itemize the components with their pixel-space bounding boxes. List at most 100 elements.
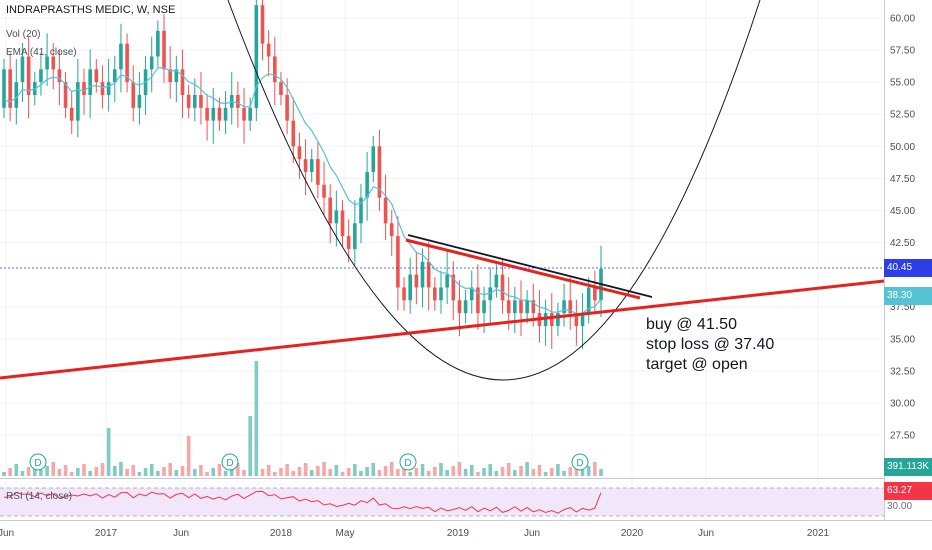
candle-body (94, 69, 99, 83)
dividend-label: D (226, 458, 233, 469)
candle-body (186, 94, 191, 108)
candle-body (574, 313, 579, 326)
volume-bar (217, 464, 222, 476)
volume-bar (500, 467, 505, 476)
candle-body (353, 223, 357, 249)
candle-body (414, 274, 419, 288)
ema-legend: EMA (41, close) (6, 47, 77, 58)
candle-body (39, 69, 43, 83)
candle-body (45, 56, 49, 70)
volume-bar (543, 472, 548, 476)
volume-bar (143, 468, 148, 476)
candle-body (303, 159, 308, 172)
price-tick-label: 55.00 (890, 78, 915, 89)
price-axis-labels: 60.00 57.50 55.00 52.50 50.00 47.50 45.00 42.50… (890, 14, 915, 442)
volume-bar (482, 468, 486, 476)
volume-bar (88, 471, 92, 476)
candle-body (131, 82, 136, 108)
candle-body (285, 94, 289, 121)
volume-bar (51, 462, 56, 476)
volume-bar (377, 470, 382, 476)
volume-bar (537, 465, 542, 476)
time-tick-label: 2019 (447, 528, 470, 539)
volume-bar (451, 466, 456, 476)
candle-body (365, 171, 369, 198)
candle-body (273, 56, 277, 83)
red-resistance-trendline (405, 238, 641, 300)
dividend-label: D (404, 458, 411, 469)
candle-body (57, 69, 62, 83)
volume-bar (506, 463, 511, 476)
time-tick-label: 2021 (807, 528, 830, 539)
time-tick-label: Jun (173, 528, 189, 539)
candle-body (513, 300, 517, 314)
volume-bar (26, 467, 31, 476)
time-tick-label: 2020 (621, 528, 644, 539)
volume-bar (513, 470, 517, 476)
volume-bar (162, 467, 166, 476)
volume-bar (125, 469, 129, 476)
dividend-marker (399, 453, 417, 471)
volume-bar (211, 468, 216, 476)
candle-body (297, 146, 302, 160)
rsi-line (3, 490, 602, 514)
price-tick-label: 35.00 (890, 334, 915, 345)
volume-bar (2, 472, 6, 476)
candle-body (433, 287, 437, 301)
volume-bar (316, 466, 320, 476)
candle-body (519, 300, 523, 314)
candle-body (8, 69, 12, 108)
volume-bar (100, 463, 105, 476)
volume-bar (445, 470, 449, 476)
volume-bar (260, 469, 265, 476)
black-resistance-trendline (407, 234, 653, 298)
volume-bar (192, 469, 197, 476)
volume-bar (414, 468, 419, 476)
volume-bar (463, 469, 468, 476)
candle-body (531, 300, 536, 314)
candle-body (494, 274, 499, 288)
candle-body (112, 69, 117, 83)
volume-bar (199, 465, 203, 476)
volume-bar (371, 463, 376, 476)
candle-body (69, 107, 74, 121)
symbol-title: INDRAPRASTHS MEDIC, W, NSE (6, 4, 176, 16)
candle-body (377, 146, 382, 198)
candle-body (316, 159, 320, 185)
volume-bar (229, 467, 234, 476)
volume-bar (254, 361, 259, 476)
candle-body (2, 69, 6, 108)
price-tick-label: 42.50 (890, 238, 915, 249)
volume-bar (112, 466, 117, 476)
buy-annotation: buy @ 41.50 (646, 316, 737, 333)
candle-body (593, 287, 597, 301)
volume-bar (494, 471, 499, 476)
volume-bar (580, 470, 585, 476)
time-axis-labels: Jun 2017 Jun 2018 May 2019 Jun 2020 Jun 2021 (0, 528, 830, 539)
candle-body (291, 120, 296, 147)
candle-body (199, 94, 203, 108)
candle-body (88, 69, 92, 95)
volume-bar (556, 464, 560, 476)
volume-bar (488, 464, 493, 476)
candle-body (156, 30, 160, 57)
volume-bar (76, 468, 80, 476)
dividend-marker (221, 453, 239, 471)
dividend-marker (571, 453, 589, 471)
candle-body (217, 107, 222, 121)
volume-bar (291, 471, 296, 476)
volume-bar (568, 467, 573, 476)
candle-body (168, 69, 172, 83)
volume-bar (82, 464, 86, 476)
candle-body (482, 300, 486, 314)
candle-body (125, 43, 129, 83)
volume-bar (223, 471, 228, 476)
candle-body (149, 56, 154, 70)
volume-bar (266, 465, 271, 476)
time-tick-label: Jun (524, 528, 540, 539)
volume-bar (180, 466, 185, 476)
main-pane[interactable] (0, 0, 884, 478)
volume-bar (119, 462, 123, 476)
